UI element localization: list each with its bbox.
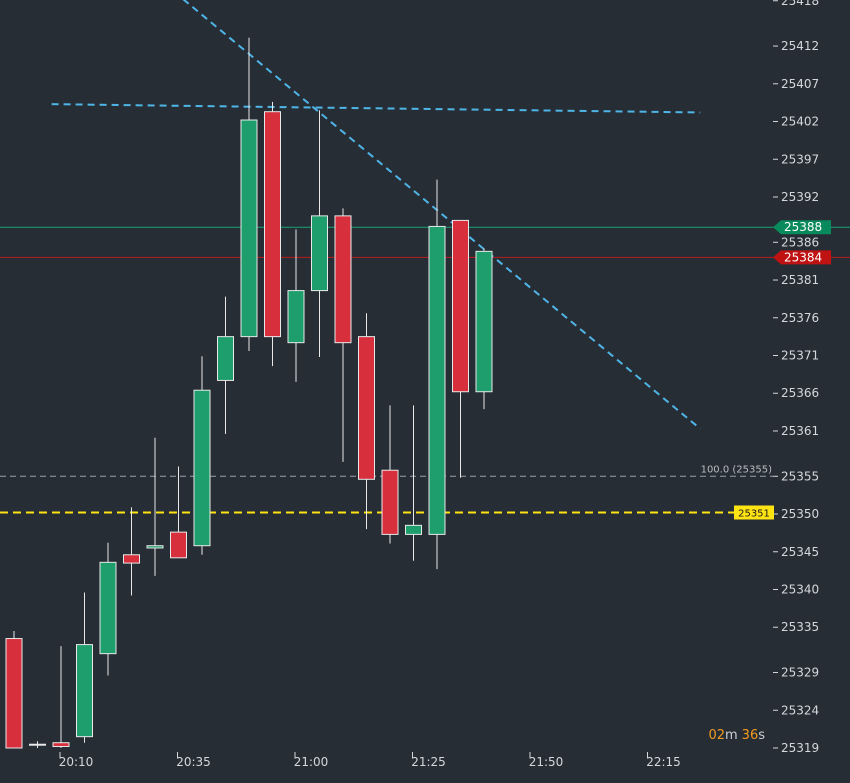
candle-body [334,215,352,344]
x-tick-label: 22:15 [646,755,681,769]
price-axis[interactable]: 25319 25324 25329 25335 25340 25345 25350 25355… [773,0,819,755]
candle[interactable] [358,313,375,530]
trendline[interactable] [182,0,701,430]
candle-body [287,290,305,344]
candle-body [217,336,234,381]
candle-body [405,524,422,535]
candle-body [193,389,211,547]
y-tick-label: 25366 [781,386,819,400]
y-tick-label: 25350 [781,507,819,521]
candle-body [29,743,46,746]
price-label-tag [734,505,774,520]
overlay-lines [0,0,850,514]
candle-body [264,111,281,338]
candle[interactable] [193,356,211,555]
candle-body [358,336,375,480]
candle[interactable] [334,208,352,462]
candle-body [99,561,117,655]
y-tick-label: 25407 [781,77,819,91]
level-label-text: 100.0 (25355) [701,464,773,475]
price-label-text: 25388 [784,220,822,234]
price-label-tag [773,250,831,265]
x-tick-label: 21:00 [294,755,329,769]
candle-body [240,119,258,338]
countdown-minutes: 02 [708,728,725,743]
price-labels: 25388 25384 100.0 (25355) 25351 [701,220,831,520]
candle[interactable] [452,219,469,478]
candle[interactable] [311,110,328,358]
y-tick-label: 25402 [781,115,819,129]
price-label-text: 25384 [784,250,822,264]
time-axis[interactable]: 20:10 20:35 21:00 21:25 21:50 22:15 [59,752,681,769]
y-tick-label: 25335 [781,620,819,634]
y-tick-label: 25418 [781,0,819,8]
candles [5,37,493,749]
candle-body [146,545,164,549]
candle[interactable] [170,466,187,559]
price-label-tag [773,220,831,235]
candle[interactable] [5,631,23,749]
y-tick-label: 25345 [781,545,819,559]
y-tick-label: 25324 [781,703,819,717]
x-tick-label: 21:25 [411,755,446,769]
y-tick-label: 25376 [781,311,819,325]
x-tick-label: 20:10 [59,755,94,769]
trendline[interactable] [51,103,701,114]
candle[interactable] [405,405,422,561]
countdown-timer: 02m 36s [708,728,765,743]
price-label-text: 25351 [738,509,770,520]
countdown-minutes-unit: m [725,728,738,743]
candle-body [311,215,328,292]
candle[interactable] [76,592,93,743]
candle-body [5,638,23,749]
y-tick-label: 25392 [781,190,819,204]
candle[interactable] [123,507,140,596]
y-tick-label: 25397 [781,152,819,166]
x-tick-label: 21:50 [529,755,564,769]
candle[interactable] [381,405,399,544]
y-tick-label: 25329 [781,666,819,680]
countdown-seconds: 36 [742,728,759,743]
y-tick-label: 25355 [781,469,819,483]
y-tick-label: 25386 [781,235,819,249]
x-tick-label: 20:35 [176,755,211,769]
candle[interactable] [475,248,493,410]
candle-body [170,531,187,559]
candle[interactable] [99,542,117,676]
candle[interactable] [146,437,164,576]
candle[interactable] [52,646,70,748]
candle[interactable] [240,37,258,351]
candle[interactable] [217,296,234,435]
y-tick-label: 25319 [781,741,819,755]
candle-body [452,219,469,393]
candle-body [52,742,70,747]
candle-body [123,554,140,564]
candle-body [381,469,399,535]
candle[interactable] [29,741,46,748]
candle-body [76,644,93,738]
y-tick-label: 25361 [781,424,819,438]
y-tick-label: 25412 [781,39,819,53]
countdown-seconds-unit: s [758,728,765,743]
candle-body [475,250,493,393]
candle[interactable] [287,229,305,382]
y-tick-label: 25340 [781,582,819,596]
y-tick-label: 25371 [781,349,819,363]
y-tick-label: 25381 [781,273,819,287]
candle[interactable] [264,101,281,367]
candle[interactable] [428,179,446,570]
candle-body [428,225,446,535]
